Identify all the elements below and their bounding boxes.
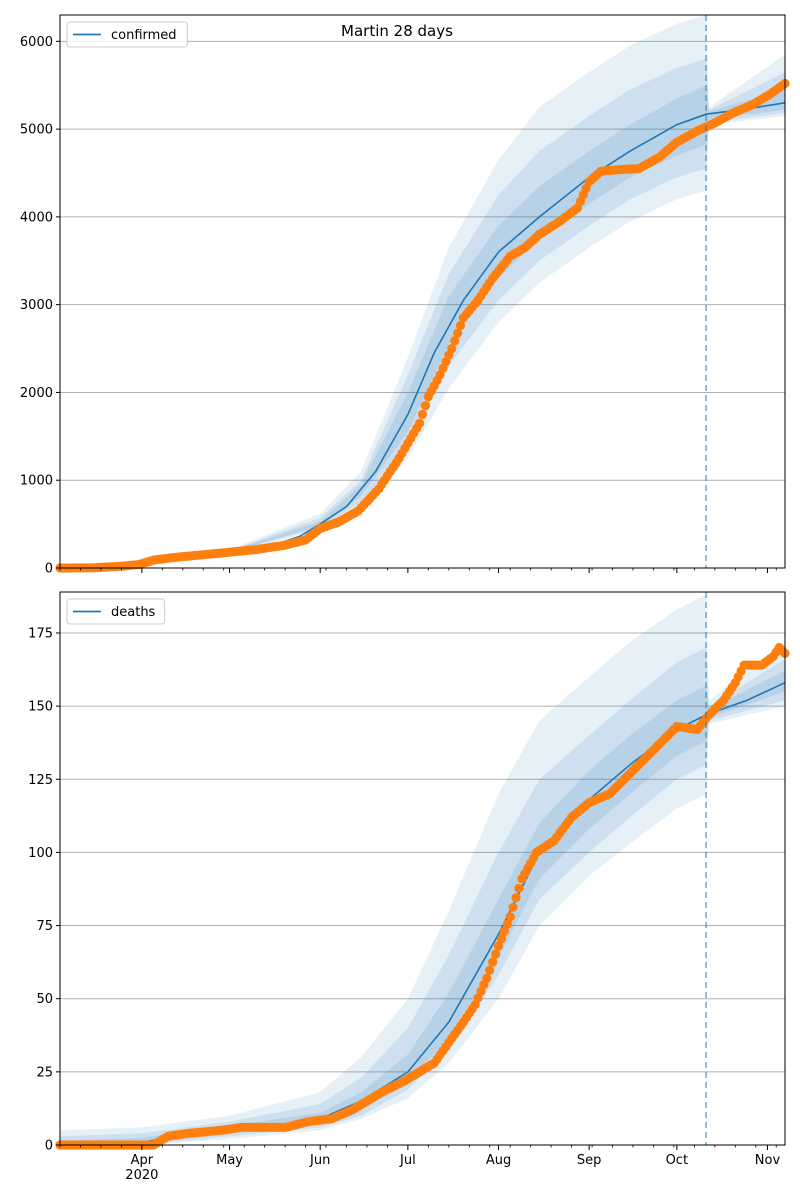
observed-point <box>508 902 518 912</box>
observed-point <box>496 934 506 944</box>
x-tick-label: Jun <box>309 1153 330 1168</box>
observed-point <box>511 893 521 903</box>
y-tick-label: 2000 <box>20 386 53 401</box>
x-tick-label: Nov <box>755 1153 781 1168</box>
legend-label: deaths <box>111 605 156 620</box>
y-tick-label: 75 <box>36 919 53 934</box>
observed-point <box>447 344 457 354</box>
y-tick-label: 0 <box>45 562 53 577</box>
legend-label: confirmed <box>111 28 177 43</box>
y-tick-label: 4000 <box>20 210 53 225</box>
observed-point <box>450 336 460 346</box>
observed-point <box>417 409 428 419</box>
uncertainty-band-inner <box>60 671 785 1145</box>
observed-point <box>502 919 512 929</box>
y-tick-label: 25 <box>36 1065 53 1080</box>
observed-point <box>415 418 425 428</box>
y-tick-label: 1000 <box>20 474 53 489</box>
uncertainty-band-outer <box>60 594 785 1145</box>
observed-point <box>420 401 430 411</box>
observed-point <box>491 949 501 959</box>
y-tick-label: 3000 <box>20 298 53 313</box>
observed-point <box>482 973 492 983</box>
legend: confirmed <box>66 21 188 48</box>
y-tick-label: 5000 <box>20 123 53 138</box>
observed-point <box>485 965 495 975</box>
confirmed-panel: 0 1000 2000 3000 4000 5000 6000 confirmed <box>20 14 790 577</box>
y-tick-label: 150 <box>28 700 53 715</box>
deaths-panel: 0 25 50 75 100 125 150 175 deaths <box>28 591 790 1154</box>
x-tick-label: Aug <box>486 1153 511 1168</box>
legend-box <box>66 598 166 625</box>
x-axis-labels: Apr May Jun Jul Aug Sep Oct Nov 2020 <box>125 1153 780 1183</box>
x-tick-label: Jul <box>399 1153 416 1168</box>
uncertainty-band-middle <box>60 58 785 569</box>
observed-point <box>493 941 504 951</box>
x-year-label: 2020 <box>125 1168 158 1183</box>
y-tick-label: 175 <box>28 626 53 641</box>
observed-point <box>499 926 509 937</box>
observed-points <box>55 643 790 1150</box>
observed-point <box>455 320 466 331</box>
y-tick-label: 50 <box>36 992 53 1007</box>
observed-point <box>453 328 463 338</box>
y-tick-label: 100 <box>28 846 53 861</box>
axes-frame <box>59 14 786 569</box>
y-tick-label: 0 <box>45 1139 53 1154</box>
x-tick-label: May <box>216 1153 243 1168</box>
figure-title: Martin 28 days <box>341 22 453 40</box>
uncertainty-band-middle <box>60 647 785 1145</box>
y-tick-label: 6000 <box>20 35 53 50</box>
observed-point <box>488 957 498 967</box>
y-tick-label: 125 <box>28 773 53 788</box>
legend: deaths <box>66 598 166 625</box>
x-tick-label: Oct <box>666 1153 688 1168</box>
uncertainty-band-outer <box>60 15 785 568</box>
x-tick-label: Apr <box>131 1153 154 1168</box>
x-tick-label: Sep <box>577 1153 602 1168</box>
observed-point <box>505 912 515 922</box>
axes-frame <box>59 591 786 1146</box>
observed-point <box>514 883 524 893</box>
legend-box <box>66 21 188 48</box>
